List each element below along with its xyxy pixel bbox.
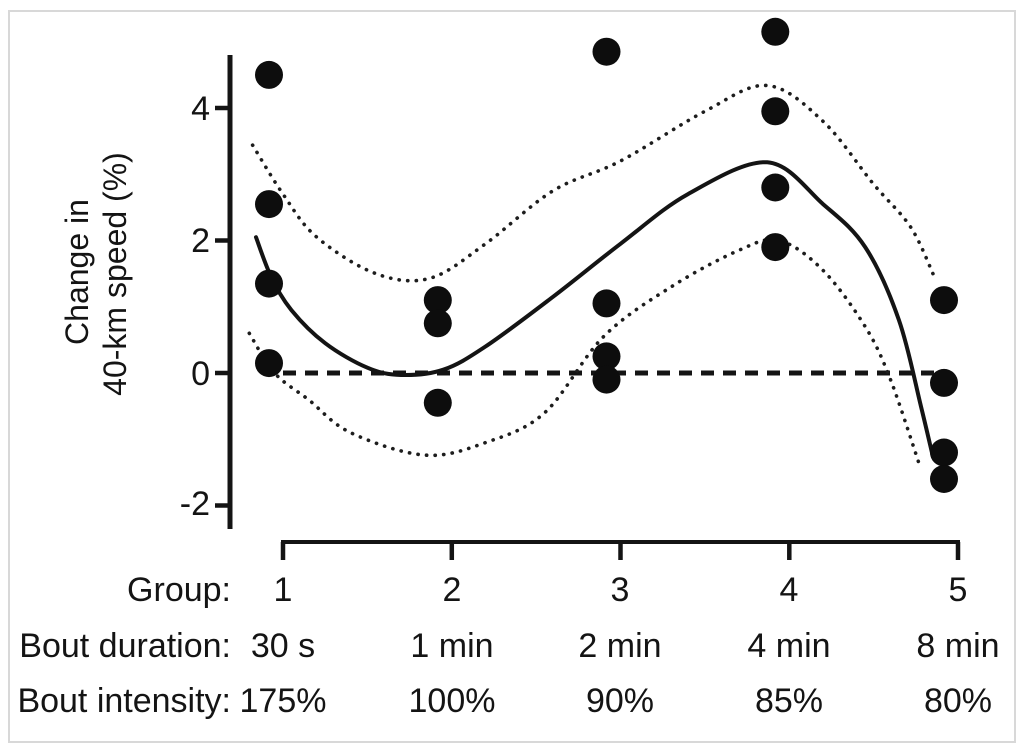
curves-layer bbox=[247, 83, 942, 471]
data-point bbox=[592, 37, 621, 66]
x-axis bbox=[280, 540, 961, 560]
data-point bbox=[255, 190, 283, 219]
data-point bbox=[423, 388, 452, 417]
bout-duration-value: 2 min bbox=[578, 627, 661, 665]
data-point bbox=[761, 173, 790, 202]
y-axis-title-line1: Change in bbox=[59, 199, 95, 345]
figure-border bbox=[8, 10, 1016, 743]
data-point bbox=[761, 233, 790, 262]
bout-duration-value: 4 min bbox=[747, 627, 830, 665]
group-number: 4 bbox=[780, 571, 799, 609]
group-number: 2 bbox=[443, 571, 462, 609]
data-point bbox=[930, 438, 958, 467]
y-tick-label-neg2: -2 bbox=[180, 485, 210, 523]
group-number: 3 bbox=[611, 571, 630, 609]
bout-duration-row-label: Bout duration: bbox=[19, 627, 231, 665]
y-tick-label-2: 2 bbox=[191, 222, 210, 260]
x-axis-ticks bbox=[280, 542, 961, 560]
data-point bbox=[930, 286, 958, 315]
fit-curve bbox=[254, 160, 935, 458]
y-axis-title-line2: 40-km speed (%) bbox=[97, 152, 133, 396]
data-point bbox=[761, 17, 790, 46]
bout-intensity-value: 90% bbox=[586, 682, 654, 720]
upper-confidence-band bbox=[250, 83, 937, 283]
points-layer bbox=[255, 17, 958, 493]
data-point bbox=[592, 289, 621, 318]
bout-intensity-value: 100% bbox=[409, 682, 496, 720]
bout-duration-row: Bout duration: 30 s 1 min 2 min 4 min 8 … bbox=[19, 627, 999, 665]
bout-duration-value: 1 min bbox=[410, 627, 493, 665]
data-point bbox=[255, 269, 283, 298]
group-number: 1 bbox=[274, 571, 293, 609]
bout-duration-value: 30 s bbox=[251, 627, 315, 665]
data-point bbox=[255, 60, 283, 89]
data-point bbox=[423, 309, 452, 338]
data-point bbox=[761, 97, 790, 126]
bout-intensity-row-label: Bout intensity: bbox=[17, 682, 231, 720]
data-point bbox=[255, 349, 283, 378]
y-axis-ticks bbox=[215, 105, 230, 508]
bout-duration-value: 8 min bbox=[916, 627, 999, 665]
data-point bbox=[423, 286, 452, 315]
y-tick-label-4: 4 bbox=[191, 90, 210, 128]
lower-confidence-band bbox=[247, 237, 923, 471]
data-point bbox=[592, 342, 621, 371]
bout-intensity-value: 175% bbox=[240, 682, 327, 720]
bout-intensity-row: Bout intensity: 175% 100% 90% 85% 80% bbox=[17, 682, 992, 720]
data-point bbox=[592, 365, 621, 394]
bout-intensity-value: 85% bbox=[755, 682, 823, 720]
data-point bbox=[930, 368, 958, 397]
y-axis: 4 2 0 -2 Change in 40-km speed (%) bbox=[59, 55, 233, 529]
data-point bbox=[930, 465, 958, 493]
group-number: 5 bbox=[949, 571, 968, 609]
group-row-label: Group: bbox=[127, 571, 231, 609]
bout-intensity-value: 80% bbox=[924, 682, 992, 720]
y-tick-label-0: 0 bbox=[191, 355, 210, 393]
group-row: Group: 1 2 3 4 5 bbox=[127, 571, 967, 609]
